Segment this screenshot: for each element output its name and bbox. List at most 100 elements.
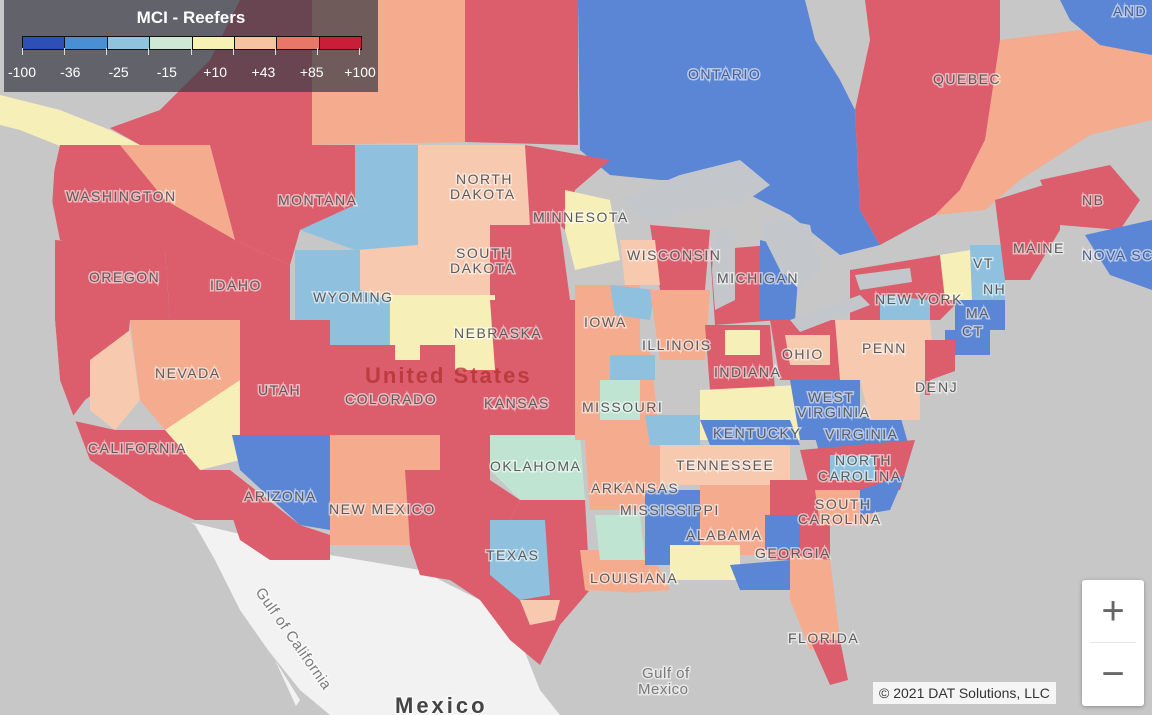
label-illinois: ILLINOIS bbox=[642, 337, 712, 353]
region-arkansas bbox=[585, 440, 660, 510]
legend-tick-label: -15 bbox=[156, 64, 177, 80]
region-iowa-blue bbox=[610, 285, 655, 320]
region-georgia-blue bbox=[765, 515, 800, 550]
region-oregon bbox=[55, 240, 170, 320]
region-co-yellow bbox=[395, 300, 420, 360]
label-nebraska: NEBRASKA bbox=[454, 325, 542, 341]
region-illinois-blue bbox=[610, 355, 655, 380]
region-east-washington bbox=[120, 145, 235, 245]
legend-tick-label: -100 bbox=[7, 64, 37, 80]
label-oregon: OREGON bbox=[89, 269, 160, 285]
region-colorado bbox=[330, 345, 455, 435]
legend-tick-label: +100 bbox=[344, 64, 376, 80]
gulf-water bbox=[540, 590, 860, 715]
region-minnesota bbox=[525, 145, 610, 230]
label-nb: NB bbox=[1082, 192, 1104, 208]
region-quebec-east bbox=[935, 30, 1152, 215]
region-kansas bbox=[455, 370, 575, 435]
label-louisiana: LOUISIANA bbox=[590, 570, 678, 586]
label-mississippi: MISSISSIPPI bbox=[620, 502, 720, 518]
legend: MCI - Reefers -100 -36 -25 -15 +10 +43 +85 +100 bbox=[4, 0, 378, 92]
region-illinois bbox=[650, 290, 710, 360]
label-oklahoma: OKLAHOMA bbox=[490, 458, 581, 474]
region-ny-blue bbox=[880, 295, 930, 320]
label-washington: WASHINGTON bbox=[66, 188, 177, 204]
label-texas: TEXAS bbox=[486, 547, 539, 563]
atlantic-coast bbox=[850, 300, 1152, 715]
label-florida: FLORIDA bbox=[788, 630, 859, 646]
label-arizona: ARIZONA bbox=[244, 488, 317, 504]
region-texas-coast bbox=[520, 600, 560, 625]
label-ohio: OHIO bbox=[782, 346, 824, 362]
label-south-dakota-1: SOUTH bbox=[456, 245, 513, 261]
region-nevada-south bbox=[165, 380, 240, 470]
region-penn bbox=[835, 320, 935, 380]
label-gulf-of-mexico-1: Gulf of bbox=[642, 665, 690, 682]
region-la-mint bbox=[595, 515, 645, 560]
region-sd-east bbox=[490, 225, 570, 300]
region-bc-north bbox=[0, 95, 140, 150]
lake-michigan bbox=[712, 230, 735, 310]
map-credit[interactable]: © 2021 DAT Solutions, LLC bbox=[873, 682, 1056, 704]
label-penn: PENN bbox=[862, 340, 907, 356]
region-nova-scotia bbox=[1085, 220, 1152, 290]
label-north-carolina-2: CAROLINA bbox=[818, 468, 902, 484]
label-ct: CT bbox=[962, 323, 984, 339]
label-quebec: QUEBEC bbox=[933, 71, 1001, 87]
legend-color-bar bbox=[22, 36, 362, 50]
region-nc-coast bbox=[860, 475, 905, 515]
label-united-states: United States bbox=[365, 363, 532, 388]
label-nj: NJ bbox=[938, 379, 958, 395]
region-hudson bbox=[805, 0, 870, 75]
region-minn-south bbox=[565, 190, 620, 270]
zoom-in-button[interactable]: + bbox=[1082, 580, 1144, 642]
legend-swatch bbox=[192, 37, 235, 49]
label-mexico: Mexico bbox=[395, 693, 488, 715]
region-maine bbox=[995, 180, 1060, 280]
label-tennessee: TENNESSEE bbox=[676, 457, 774, 473]
label-montana: MONTANA bbox=[278, 192, 357, 208]
label-and: AND bbox=[1113, 3, 1147, 19]
label-new-mexico: NEW MEXICO bbox=[329, 501, 436, 517]
region-nb bbox=[1040, 165, 1140, 230]
legend-tick bbox=[274, 48, 317, 55]
pacific-coast bbox=[0, 130, 300, 715]
label-south-carolina-2: CAROLINA bbox=[798, 511, 882, 527]
label-north-dakota-1: NORTH bbox=[456, 171, 513, 187]
lake-erie bbox=[790, 295, 870, 332]
legend-swatch bbox=[23, 37, 66, 49]
region-tennessee bbox=[650, 445, 790, 485]
legend-tick-label: -36 bbox=[60, 64, 81, 80]
legend-tick-label: -25 bbox=[108, 64, 129, 80]
region-nebraska bbox=[490, 300, 575, 370]
label-west-virginia-1: WEST bbox=[808, 389, 854, 405]
legend-tick bbox=[190, 48, 233, 55]
region-vermont bbox=[940, 250, 972, 300]
region-washington bbox=[50, 145, 165, 255]
region-utah bbox=[240, 320, 330, 435]
label-wyoming: WYOMING bbox=[313, 289, 394, 305]
region-florida-north bbox=[730, 560, 790, 590]
region-virginia-east bbox=[860, 380, 920, 420]
region-saskatchewan bbox=[465, 0, 578, 145]
region-wyoming-east bbox=[360, 245, 418, 300]
legend-tick-label: +43 bbox=[251, 64, 276, 80]
label-ma: MA bbox=[966, 305, 990, 321]
region-az-south bbox=[230, 470, 330, 560]
region-ohio-peach bbox=[785, 335, 830, 365]
region-ma bbox=[955, 300, 1005, 330]
lake-superior bbox=[620, 160, 770, 225]
legend-tick bbox=[316, 48, 360, 55]
zoom-divider bbox=[1090, 642, 1136, 643]
region-labrador bbox=[1060, 0, 1152, 55]
legend-tick-labels: -100 -36 -25 -15 +10 +43 +85 +100 bbox=[4, 64, 378, 82]
label-michigan: MICHIGAN bbox=[717, 270, 799, 286]
zoom-out-button[interactable]: − bbox=[1082, 643, 1144, 705]
label-north-carolina-1: NORTH bbox=[835, 452, 892, 468]
region-wisc-west bbox=[620, 240, 660, 285]
region-texas-blue bbox=[490, 520, 550, 600]
legend-swatch bbox=[107, 37, 151, 49]
legend-swatch bbox=[234, 37, 278, 49]
region-montana-east bbox=[300, 145, 418, 250]
